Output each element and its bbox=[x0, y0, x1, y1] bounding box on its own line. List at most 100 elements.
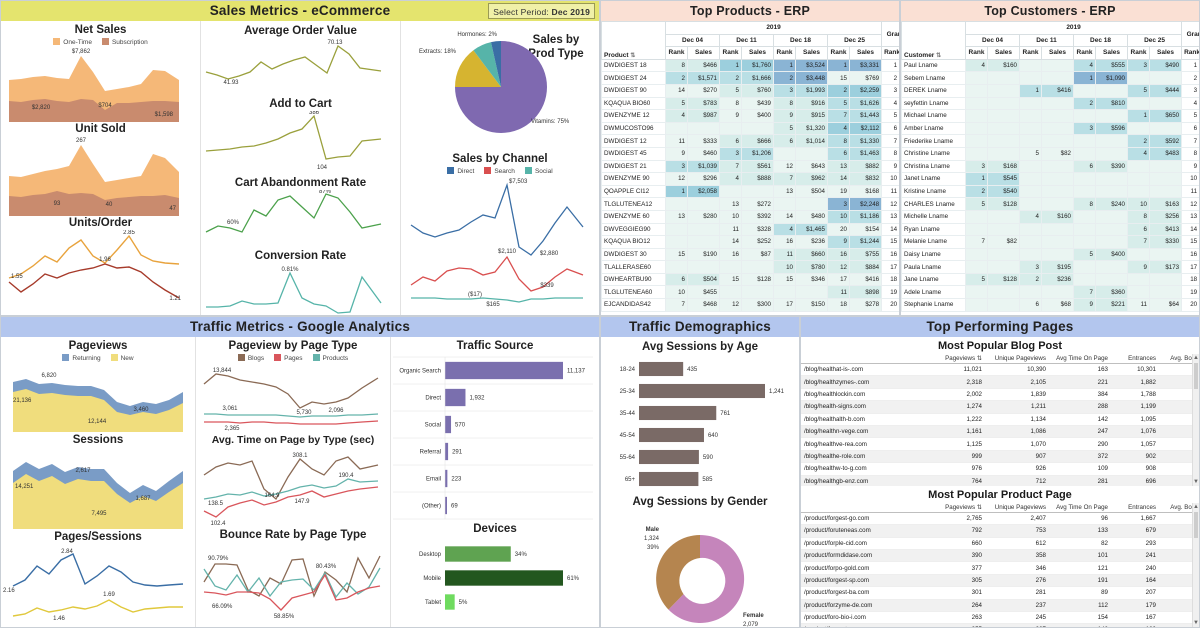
period-selector[interactable]: Select Period: Dec 2019 bbox=[488, 3, 595, 19]
column-header-avg-time-on-page[interactable]: Avg Time On Page bbox=[1049, 354, 1111, 364]
table-row[interactable]: DWDIGEST 213$1,0397$56112$64313$8829$3,1… bbox=[601, 159, 899, 174]
table-row[interactable]: /product/foro-bio-i.com26324515416763% bbox=[801, 611, 1199, 625]
table-row[interactable]: DWDIGEST 188$4661$1,7601$3,5241$3,3311$9… bbox=[601, 58, 899, 73]
column-header-pageviews[interactable]: Pageviews ⇅ bbox=[929, 502, 985, 513]
page-metric: 301 bbox=[929, 586, 985, 600]
table-row[interactable]: KQAQUA BIO605$7838$4398$9165$1,6264$3,76… bbox=[601, 96, 899, 111]
table-row[interactable]: /blog/healthgb-enz.com76471228169697% bbox=[801, 475, 1199, 486]
cell-sales: $884 bbox=[848, 260, 883, 274]
table-row[interactable]: DWDIGEST 3015$19016$8711$66016$75516$1,6… bbox=[601, 247, 899, 262]
table-row[interactable]: /blog/healthw-to-g.com97692610990891% bbox=[801, 462, 1199, 476]
column-header-avg-bounce-rate[interactable]: Avg. Bounce Rate bbox=[1159, 354, 1199, 364]
table-row[interactable]: DWENZYME 9012$2964$8887$96214$83210$2,97… bbox=[601, 172, 899, 186]
table-row[interactable]: EJCANDIDAS427$46812$30017$15018$27820$1,… bbox=[601, 298, 899, 312]
column-header-pageviews[interactable]: Pageviews ⇅ bbox=[929, 354, 985, 364]
blog-table-scroller[interactable]: Pageviews ⇅ Unique Pageviews Avg Time On P… bbox=[801, 354, 1199, 486]
column-header-unique-pageviews[interactable]: Unique Pageviews bbox=[985, 354, 1049, 364]
column-header-avg-bounce-rate[interactable]: Avg. Bounce Rate bbox=[1159, 502, 1199, 513]
top-products-table-wrap[interactable]: Product ⇅ 2019 Grand Total Dec 04 Dec 11… bbox=[601, 21, 899, 315]
table-row[interactable]: DWDIGEST 242$1,5712$1,6662$3,44815$7692$… bbox=[601, 71, 899, 85]
table-row[interactable]: /blog/healthat-is-.com 11,021 10,390 163 10,… bbox=[801, 363, 1199, 377]
table-row[interactable]: /product/forgest-en.com25523714618043% bbox=[801, 623, 1199, 627]
cell-rank: 13 bbox=[827, 159, 850, 174]
product-table-scroller[interactable]: Pageviews ⇅ Unique Pageviews Avg Time On P… bbox=[801, 502, 1199, 627]
column-header-entrances[interactable]: Entrances bbox=[1111, 502, 1159, 513]
scroll-down-icon[interactable]: ▼ bbox=[1193, 620, 1199, 626]
sort-icon[interactable]: ⇅ bbox=[936, 52, 942, 59]
cell-gt-rank: 14 bbox=[881, 222, 899, 237]
table-row[interactable]: /blog/healthe-role.com99990737290290% bbox=[801, 450, 1199, 464]
product-scrollbar[interactable]: ▲ ▼ bbox=[1192, 502, 1199, 627]
table-row[interactable]: /product/forzyme-de.com26423711217948% bbox=[801, 599, 1199, 612]
table-row[interactable]: DWDIGEST 1211$3336$6666$1,0148$1,3307$3,… bbox=[601, 134, 899, 148]
scroll-up-icon[interactable]: ▲ bbox=[1193, 355, 1199, 361]
table-row[interactable]: DWHEARTBU906$50415$12815$34617$41618$1,3… bbox=[601, 272, 899, 287]
scroll-thumb[interactable] bbox=[1194, 363, 1198, 389]
table-row[interactable]: /product/forgest-go.com 2,765 2,407 96 1,667… bbox=[801, 512, 1199, 526]
table-row[interactable]: /product/forpo-gold.com37734612124058% bbox=[801, 561, 1199, 575]
table-row[interactable]: /blog/healthn-vege.com 1,161 1,086 247 1,076… bbox=[801, 425, 1199, 439]
cell-sales: $413 bbox=[1148, 222, 1183, 237]
blog-scrollbar[interactable]: ▲ ▼ bbox=[1192, 354, 1199, 486]
row-label: DWDIGEST 30 bbox=[601, 247, 666, 262]
cell-rank: 15 bbox=[665, 247, 688, 262]
product-col-header[interactable]: Product ⇅ bbox=[601, 21, 666, 60]
table-row[interactable]: /blog/healthve-rea.com 1,125 1,070 290 1,057… bbox=[801, 437, 1199, 451]
table-row[interactable]: DWDIGEST 9014$2705$7603$1,9932$2,2593$5,… bbox=[601, 83, 899, 98]
table-row[interactable]: /blog/healthlockin.com 2,002 1,839 384 1,788… bbox=[801, 388, 1199, 402]
scroll-thumb[interactable] bbox=[1194, 511, 1198, 538]
table-row[interactable]: DWENZYME 6013$28010$39214$48010$1,18613$… bbox=[601, 209, 899, 224]
top-customers-table-wrap[interactable]: Customer ⇅ 2019 Grand Total Dec 04 Dec 1… bbox=[901, 21, 1199, 315]
customer-col-header[interactable]: Customer ⇅ bbox=[901, 21, 966, 60]
table-row[interactable]: /blog/health-signs.com 1,274 1,211 288 1,199… bbox=[801, 400, 1199, 414]
scroll-down-icon[interactable]: ▼ bbox=[1193, 478, 1199, 485]
table-row[interactable]: /product/formdidase.com39035810124146% bbox=[801, 549, 1199, 563]
table-row[interactable]: /product/forgest-ba.com3012818920742% bbox=[801, 586, 1199, 600]
column-header-avg-time-on-page[interactable]: Avg Time On Page bbox=[1049, 502, 1111, 513]
table-row[interactable]: /blog/healthzymes-.com 2,318 2,105 221 1,882… bbox=[801, 375, 1199, 389]
table-row[interactable]: /product/foruteneas.com79275313367972% bbox=[801, 524, 1199, 538]
table-row[interactable]: /blog/healthalth-b.com 1,222 1,134 142 1,095… bbox=[801, 413, 1199, 426]
gt-subheader-rank: Rank bbox=[881, 46, 899, 60]
cell-rank bbox=[1073, 184, 1096, 199]
column-header-unique-pageviews[interactable]: Unique Pageviews bbox=[985, 502, 1049, 513]
scroll-up-icon[interactable]: ▲ bbox=[1193, 503, 1199, 510]
sort-icon[interactable]: ⇅ bbox=[630, 52, 636, 59]
table-row[interactable]: /product/forgest-sp.com30527619116449% bbox=[801, 574, 1199, 588]
cell-sales bbox=[987, 285, 1020, 300]
table-row[interactable]: /product/forple-cid.com6606128229355% bbox=[801, 537, 1199, 550]
cell-rank: 8 bbox=[773, 96, 796, 111]
column-header-entrances[interactable]: Entrances bbox=[1111, 354, 1159, 364]
page-url: /blog/healthw-to-g.com bbox=[801, 462, 929, 476]
legend-swatch-new bbox=[110, 354, 118, 361]
